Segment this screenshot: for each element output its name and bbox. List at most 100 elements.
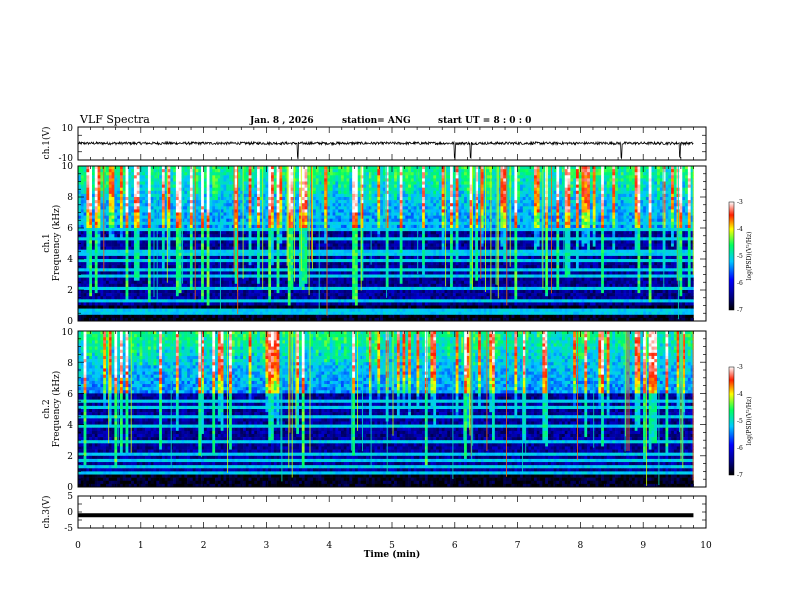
spectrogram-cell [503,215,507,219]
spectrogram-cell [231,212,235,216]
spectrogram-cell [547,178,552,182]
spectrogram-cell [380,206,384,210]
spectrogram-cell [139,172,143,176]
spectrogram-cell [271,234,275,238]
spectrogram-cell [623,218,627,223]
spectrogram-cell [245,166,249,170]
spectrogram-cell [184,215,188,219]
spectrogram-cell [676,166,683,170]
spectrogram-cell [220,231,224,235]
spectrogram-cell [575,169,580,173]
spectrogram-cell [550,234,554,238]
spectrogram-cell [220,190,224,195]
spectrogram-cell [192,197,196,201]
spectrogram-cell [380,184,384,188]
spectrogram-cell [567,200,571,204]
spectrogram-cell [464,181,468,185]
spectrogram-cell [536,234,540,238]
spectrogram-cell [304,209,308,213]
spectrogram-cell [329,190,333,195]
spectrogram-cell [609,197,613,201]
spectrogram-cell [629,175,633,179]
spectrogram-cell [276,190,280,195]
spectrogram-cell [511,190,515,195]
spectrogram-cell [382,193,387,198]
spectrogram-cell [335,203,339,207]
spectrogram-cell [170,215,174,219]
spectrogram-cell [575,172,580,176]
spectrogram-cell [374,175,378,179]
spectrogram-cell [97,200,101,204]
spectrogram-cell [156,224,160,229]
spectrogram-cell [198,231,202,235]
spectrogram-cell [531,187,535,192]
spectrogram-cell [380,166,384,170]
spectrogram-cell [366,172,370,176]
spectrogram-cell [296,209,300,213]
spectrogram-cell [553,203,557,207]
spectrogram-cell [668,200,672,204]
spectrogram-cell [293,203,297,207]
spectrogram-cell [494,193,498,198]
spectrogram-cell [332,181,336,185]
spectrogram-cell [181,200,185,204]
spectrogram-cell [167,221,171,226]
spectrogram-cell [637,178,641,182]
spectrogram-cell [212,212,216,216]
spectrogram-cell [301,187,305,192]
spectrogram-cell [506,209,510,213]
spectrogram-cell [290,203,294,207]
spectrogram-cell [673,187,677,192]
spectrogram-cell [133,215,138,219]
spectrogram-cell [377,190,381,195]
spectrogram-cell [587,178,591,182]
spectrogram-cell [430,172,434,176]
spectrogram-cell [682,206,686,210]
spectrogram-cell [472,209,476,213]
spectrogram-cell [83,193,87,198]
spectrogram-cell [136,212,140,216]
spectrogram-cell [78,197,82,201]
spectrogram-cell [570,166,574,170]
spectrogram-cell [654,190,658,195]
spectrogram-cell [500,209,504,213]
spectrogram-cell [682,231,686,235]
ch1-waveform [77,140,694,160]
spectrogram-cell [282,190,286,195]
spectrogram-cell [651,166,655,170]
spectrogram-cell [687,193,691,198]
spectrogram-cell [542,215,546,219]
spectrogram-cell [145,234,149,238]
spectrogram-cell [122,190,126,195]
spectrogram-cell [612,175,616,179]
spectrogram-cell [385,203,389,207]
spectrogram-cell [265,197,269,201]
spectrogram-cell [136,184,140,188]
spectrogram-cell [326,234,331,238]
spectrogram-cell [332,166,336,170]
spectrogram-cell [128,234,132,238]
spectrogram-cell [139,203,143,207]
spectrogram-cell [271,175,275,179]
spectrogram-cell [139,224,143,229]
spectrogram-cell [433,190,437,195]
spectrogram-cell [78,206,82,210]
spectrogram-cell [366,224,370,229]
spectrogram-cell [108,228,112,232]
spectrogram-cell [461,228,465,232]
spectrogram-cell [89,215,93,219]
spectrogram-cell [665,206,669,210]
spectrogram-cell [184,231,188,235]
spectrogram-cell [461,178,465,182]
spectrogram-cell [514,169,518,173]
spectrogram-cell [128,172,132,176]
spectrogram-cell [480,221,484,226]
spectrogram-cell [687,228,691,232]
spectrogram-cell [91,218,96,223]
spectrogram-cell [531,221,535,226]
spectrogram-cell [128,212,132,216]
spectrogram-cell [394,175,398,179]
spectrogram-cell [394,200,398,204]
spectrogram-cell [500,197,504,201]
spectrogram-cell [461,206,465,210]
